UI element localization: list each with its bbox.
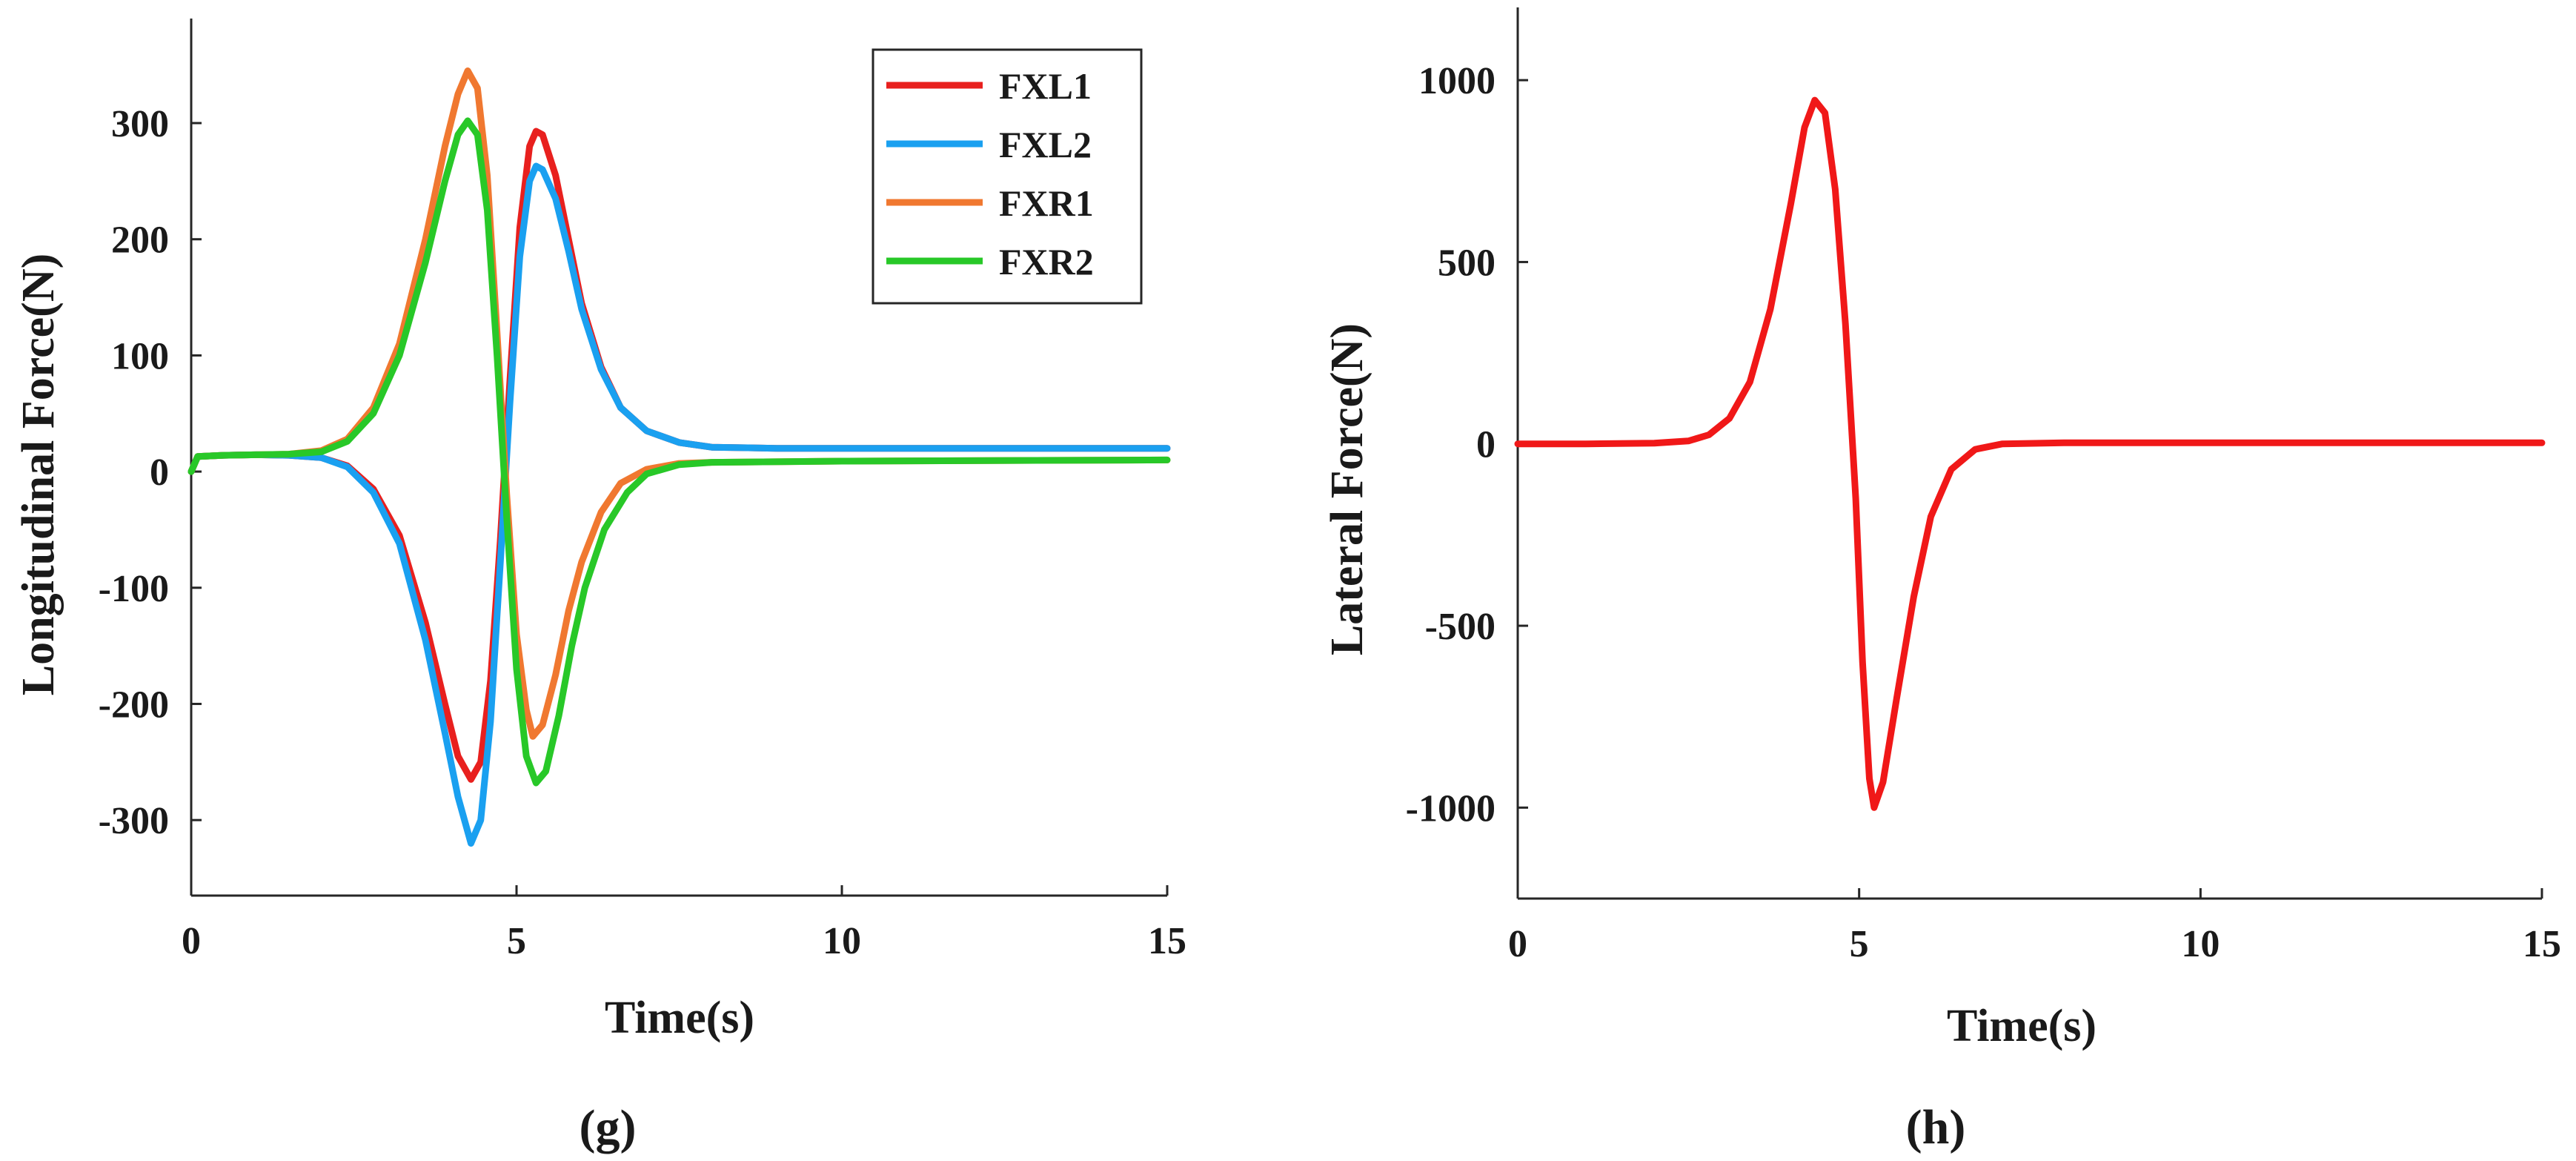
panel-h-chart: 0 5 10 15 -1000 -500 0 500 1000 Time(s) Lateral …	[1322, 7, 2561, 1154]
g-legend: FXL1 FXL2 FXR1 FXR2	[872, 48, 1143, 305]
g-legend-label-fxr1: FXR1	[999, 182, 1094, 224]
h-series-line	[1514, 96, 2546, 811]
h-x-axis-title: Time(s)	[1947, 1001, 2097, 1051]
g-y-axis-title: Longitudinal Force(N)	[13, 254, 64, 695]
h-x-tick-label: 0	[1508, 923, 1527, 965]
g-x-tick-label: 5	[507, 920, 526, 962]
h-y-tick-label: 1000	[1418, 60, 1496, 102]
g-plot-area: 0 5 10 15 -300 -200 -100 0 100 200 300	[99, 19, 1186, 962]
g-y-tick-label: -200	[99, 684, 169, 726]
h-panel-caption: (h)	[1906, 1100, 1966, 1154]
g-series-fxr2	[187, 117, 1171, 787]
g-x-tick-label: 10	[823, 920, 861, 962]
h-y-tick-label: 500	[1438, 242, 1496, 284]
g-y-tick-label: 300	[111, 103, 169, 145]
g-y-tick-label: 0	[150, 452, 169, 494]
h-x-tick-label: 5	[1850, 923, 1869, 965]
g-x-axis-title: Time(s)	[605, 993, 754, 1043]
g-y-tick-label: -100	[99, 568, 169, 610]
g-x-tick-label: 0	[182, 920, 201, 962]
g-y-tick-label: 200	[111, 219, 169, 262]
h-x-tick-label: 10	[2181, 923, 2220, 965]
g-x-tick-label: 15	[1148, 920, 1186, 962]
h-y-tick-label: -1000	[1406, 787, 1496, 830]
g-series-fxl2	[187, 162, 1171, 847]
g-y-tick-label: -300	[99, 800, 169, 842]
h-x-tick-label: 15	[2523, 923, 2561, 965]
h-plot-area: 0 5 10 15 -1000 -500 0 500 1000	[1406, 7, 2561, 965]
g-y-tick-label: 100	[111, 335, 169, 377]
panel-g-chart: 0 5 10 15 -300 -200 -100 0 100 200 300 FXL1 FXL2 FXR…	[13, 19, 1186, 1154]
h-y-tick-label: -500	[1425, 606, 1496, 648]
h-y-tick-label: 0	[1476, 424, 1496, 466]
g-legend-label-fxl2: FXL2	[999, 124, 1092, 165]
h-y-axis-title: Lateral Force(N)	[1322, 323, 1372, 655]
g-legend-label-fxl1: FXL1	[999, 65, 1092, 107]
g-legend-label-fxr2: FXR2	[999, 241, 1094, 282]
g-panel-caption: (g)	[580, 1100, 637, 1154]
